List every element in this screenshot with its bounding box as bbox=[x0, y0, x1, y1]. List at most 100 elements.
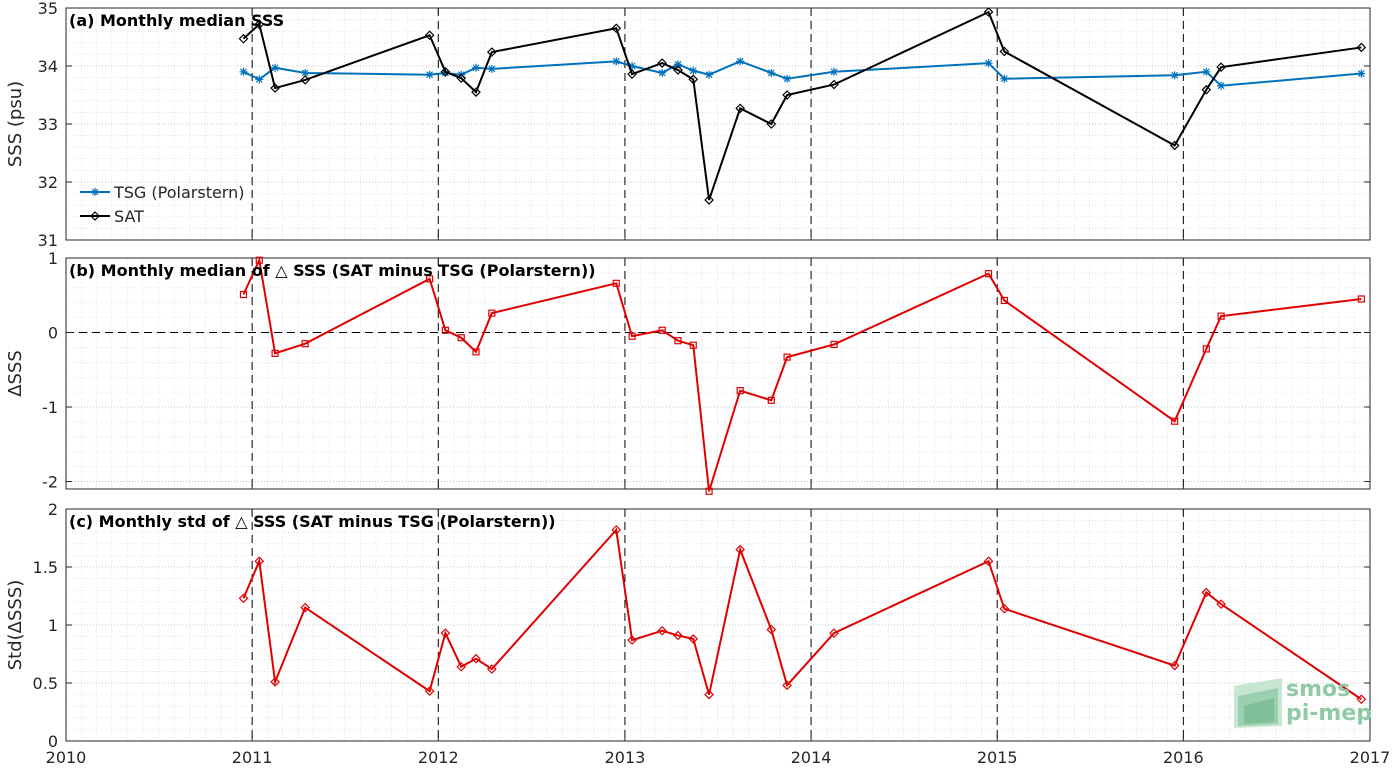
panel-2-title: (c) Monthly std of △ SSS (SAT minus TSG … bbox=[69, 512, 556, 531]
panel-1-series-0-point bbox=[1217, 312, 1225, 320]
panel-1-series-0-point bbox=[441, 326, 450, 334]
panel-0-y-tick-label: 32 bbox=[38, 173, 58, 192]
panel-1-series-0-point bbox=[628, 332, 636, 340]
x-tick-label: 2016 bbox=[1163, 748, 1204, 767]
panel-0-series-1-point bbox=[456, 73, 467, 84]
panel-0-series-1-point bbox=[782, 90, 792, 100]
panel-0-series-1-point bbox=[300, 75, 311, 85]
panel-1-series-0-point bbox=[783, 353, 791, 361]
panel-1-y-tick-label: 1 bbox=[48, 249, 58, 268]
panel-0-series-0-point bbox=[255, 75, 264, 84]
legend-marker-1 bbox=[90, 211, 100, 221]
panel-0-series-0-point bbox=[705, 70, 714, 79]
panel-0-series-0-point bbox=[301, 68, 310, 77]
panel-0-series-1-point bbox=[829, 79, 839, 90]
x-tick-label: 2011 bbox=[232, 748, 273, 767]
panel-2: 0 0.5 1 1.5 2 Std(ΔSSS) (c) Monthly std of △ S… bbox=[5, 500, 1371, 751]
panel-0-series-1-point bbox=[673, 65, 683, 75]
panel-0-series-1-point bbox=[735, 103, 746, 114]
panel-1: -2 -1 0 1 ΔSSS (b) Monthly median of △ SSS (S… bbox=[5, 249, 1371, 495]
panel-0-y-axis-label: SSS (psu) bbox=[5, 81, 26, 167]
panel-1-series-0-point bbox=[426, 275, 434, 283]
x-tick-label: 2017 bbox=[1350, 748, 1391, 767]
panel-0-series-0 bbox=[239, 57, 1366, 90]
panel-2-series-0-point bbox=[1169, 660, 1180, 671]
panel-0-series-0-point bbox=[441, 68, 450, 77]
panel-1-series-0-point bbox=[488, 309, 496, 317]
panel-2-series-0-point bbox=[1216, 599, 1226, 609]
panel-2-y-tick-label: 1.5 bbox=[33, 558, 58, 577]
panel-0-y-tick-label: 34 bbox=[38, 57, 58, 76]
panel-2-series-0-point bbox=[1201, 587, 1212, 598]
panel-0-series-1 bbox=[238, 7, 1367, 205]
smos-pimep-logo: smos pi-mep bbox=[1234, 677, 1372, 728]
panel-0-series-0-point bbox=[425, 70, 434, 79]
panel-2-series-0-point bbox=[1356, 694, 1367, 705]
panel-0-series-1-point bbox=[1216, 62, 1226, 73]
x-tick-label: 2010 bbox=[46, 748, 87, 767]
panel-0-series-0-point bbox=[984, 59, 993, 68]
panel-1-series-0-point bbox=[301, 340, 309, 348]
panel-1-series-0-point bbox=[1171, 417, 1179, 425]
panel-0-series-0-point bbox=[1217, 81, 1226, 90]
panel-2-y-tick-label: 0 bbox=[48, 732, 58, 751]
x-tick-label: 2012 bbox=[418, 748, 459, 767]
panel-2-series-0-point bbox=[238, 593, 249, 604]
legend-marker-0 bbox=[91, 188, 99, 196]
panel-2-series-0-point bbox=[782, 680, 792, 691]
panel-0-series-1-point bbox=[238, 33, 249, 44]
panel-1-y-tick-label: -2 bbox=[42, 473, 58, 492]
panel-1-series-0-point bbox=[736, 387, 744, 395]
panel-0-series-0-point bbox=[472, 63, 481, 72]
panel-2-series-0-point bbox=[254, 556, 265, 567]
panel-0-series-0-point bbox=[239, 67, 248, 76]
logo-line1: smos bbox=[1286, 677, 1350, 702]
panel-2-series-0-point bbox=[673, 630, 683, 641]
panel-1-y-tick-label: 0 bbox=[48, 324, 58, 343]
panel-0-series-0-point bbox=[1202, 67, 1211, 76]
panel-0: 31 32 33 34 35 SSS (psu) (a) Monthly median SS… bbox=[5, 0, 1371, 250]
panel-2-series-0-point bbox=[440, 628, 451, 638]
panel-0-series-1-point bbox=[983, 7, 994, 17]
panel-0-series-1-point bbox=[611, 23, 622, 34]
panel-0-series-0-point bbox=[783, 74, 792, 83]
panel-0-series-1-point bbox=[471, 87, 481, 97]
panel-1-axes-box bbox=[65, 257, 1371, 490]
panel-0-series-0-point bbox=[1357, 69, 1366, 78]
panel-2-series-0-point bbox=[735, 544, 746, 555]
panel-0-series-1-point bbox=[766, 119, 777, 129]
panel-0-series-0-point bbox=[612, 57, 621, 66]
panel-0-series-1-point bbox=[688, 74, 699, 85]
panel-0-title: (a) Monthly median SSS bbox=[69, 11, 284, 30]
panel-0-y-tick-label: 31 bbox=[38, 231, 58, 250]
panel-1-plot-area bbox=[66, 258, 1370, 489]
panel-1-series-0-line bbox=[242, 256, 1362, 492]
panel-0-series-0-point bbox=[271, 63, 280, 72]
panel-0-series-1-point bbox=[254, 19, 265, 30]
panel-2-y-tick-label: 2 bbox=[48, 500, 58, 519]
panel-2-series-0-point bbox=[456, 661, 467, 672]
panel-2-series-0-line bbox=[242, 527, 1362, 701]
panel-1-series-0-point bbox=[984, 270, 993, 278]
x-tick-label: 2015 bbox=[977, 748, 1018, 767]
panel-0-series-1-point bbox=[1356, 42, 1367, 53]
panel-2-series-0 bbox=[238, 525, 1367, 705]
legend-label-0: TSG (Polarstern) bbox=[113, 183, 244, 202]
panel-1-series-0-point bbox=[612, 279, 620, 287]
panel-0-legend: TSG (Polarstern) SAT bbox=[80, 183, 244, 226]
panel-0-series-0-point bbox=[736, 57, 745, 66]
x-tick-label: 2014 bbox=[791, 748, 832, 767]
panel-1-series-0-point bbox=[1202, 345, 1210, 353]
panel-1-series-0-point bbox=[239, 290, 248, 299]
panel-0-y-tick-label: 33 bbox=[38, 115, 58, 134]
panel-2-series-0-point bbox=[270, 676, 280, 687]
panel-0-series-0-point bbox=[673, 60, 682, 69]
panel-2-series-0-point bbox=[300, 602, 311, 613]
panel-2-series-0-point bbox=[611, 525, 622, 535]
panel-1-series-0-point bbox=[271, 349, 279, 357]
panel-0-series-1-point bbox=[999, 46, 1010, 57]
legend-label-1: SAT bbox=[114, 207, 144, 226]
panel-1-series-0-point bbox=[472, 348, 480, 356]
x-tick-label: 2013 bbox=[605, 748, 646, 767]
